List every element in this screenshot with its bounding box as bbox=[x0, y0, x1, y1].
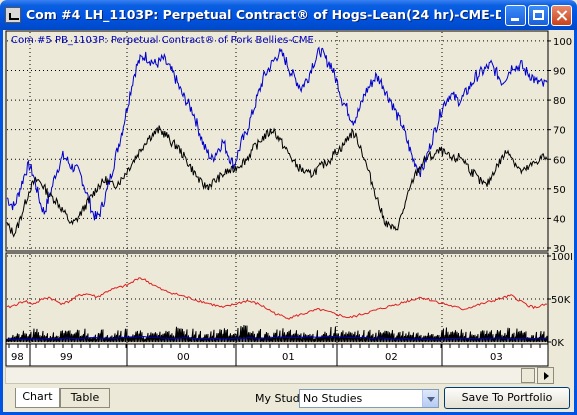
open-interest-line bbox=[6, 277, 548, 320]
price-series-group bbox=[6, 46, 548, 238]
price-axis: 100 90 80 70 60 50 40 30 bbox=[547, 37, 572, 255]
volume-tick-label: 50K bbox=[551, 295, 571, 306]
y-tick-label: 100 bbox=[553, 37, 572, 48]
chevron-down-icon[interactable] bbox=[422, 390, 438, 407]
volume-bars bbox=[6, 324, 548, 343]
studies-select-value: No Studies bbox=[303, 392, 363, 405]
grid-lines bbox=[7, 32, 547, 343]
tab-chart[interactable]: Chart bbox=[15, 388, 60, 408]
volume-series-group bbox=[6, 277, 548, 343]
minimize-button[interactable] bbox=[505, 5, 526, 26]
date-axis-strip bbox=[5, 343, 549, 367]
scrollbar-thumb[interactable] bbox=[521, 368, 535, 383]
close-button[interactable] bbox=[551, 5, 572, 26]
studies-select[interactable]: No Studies bbox=[299, 389, 439, 408]
volume-axis: 100K 50K 0K bbox=[547, 252, 572, 349]
series-line-bellies bbox=[6, 125, 548, 238]
y-tick-label: 70 bbox=[553, 126, 566, 137]
volume-series-blue bbox=[6, 335, 548, 341]
date-axis: 98 99 00 01 02 03 bbox=[8, 344, 541, 366]
maximize-button[interactable] bbox=[528, 5, 549, 26]
chart-subtitle: Com #5 PB_1103P: Perpetual Contract® of … bbox=[11, 35, 314, 46]
price-chart-panel[interactable]: 100 90 80 70 60 50 40 30 100K 50K 0K 98 99 00 01 02 03… bbox=[5, 30, 572, 367]
title-bar[interactable]: Com #4 LH_1103P: Perpetual Contract® of … bbox=[0, 0, 577, 30]
y-tick-label: 40 bbox=[553, 214, 566, 225]
volume-pane bbox=[5, 252, 549, 345]
chart-app-icon[interactable] bbox=[5, 7, 21, 23]
x-tick-label: 03 bbox=[490, 352, 503, 363]
y-tick-label: 50 bbox=[553, 185, 566, 196]
volume-tick-label: 0K bbox=[551, 338, 564, 349]
y-tick-label: 90 bbox=[553, 67, 566, 78]
x-tick-label: 01 bbox=[282, 352, 295, 363]
y-tick-label: 80 bbox=[553, 96, 566, 107]
y-tick-label: 60 bbox=[553, 155, 566, 166]
price-pane bbox=[5, 30, 549, 252]
y-tick-label: 30 bbox=[553, 244, 566, 255]
series-line-hogs bbox=[6, 46, 548, 221]
window-title: Com #4 LH_1103P: Perpetual Contract® of … bbox=[26, 7, 501, 22]
x-tick-label: 98 bbox=[11, 352, 24, 363]
x-tick-label: 99 bbox=[60, 352, 73, 363]
x-tick-label: 00 bbox=[177, 352, 190, 363]
volume-tick-label: 100K bbox=[551, 252, 572, 263]
horizontal-scrollbar[interactable] bbox=[5, 367, 554, 384]
save-to-portfolio-button[interactable]: Save To Portfolio bbox=[444, 387, 570, 409]
x-tick-label: 02 bbox=[385, 352, 398, 363]
tab-table[interactable]: Table bbox=[60, 388, 110, 408]
scroll-right-arrow[interactable] bbox=[537, 367, 554, 384]
